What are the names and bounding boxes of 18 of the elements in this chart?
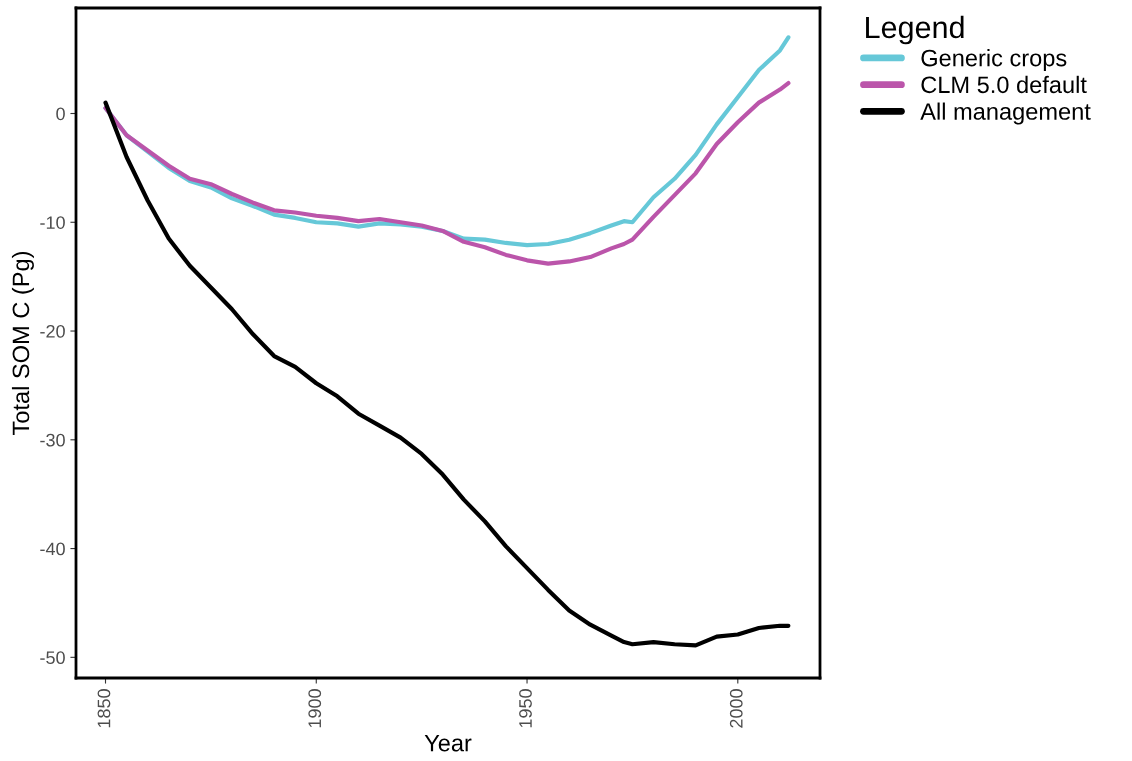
x-tick-label: 1850 xyxy=(97,689,111,728)
line-series xyxy=(103,80,791,266)
legend-label: Generic crops xyxy=(921,49,1067,72)
x-tick-label: 1900 xyxy=(308,689,322,728)
x-tick-label: 2000 xyxy=(729,689,743,728)
legend-label: All management xyxy=(920,102,1091,125)
line-series xyxy=(103,100,791,648)
y-tick-label: -20 xyxy=(40,324,65,338)
y-tick-label: -30 xyxy=(40,433,65,447)
y-tick-label: 0 xyxy=(56,107,65,121)
y-axis-title: Total SOM C (Pg) xyxy=(11,251,34,435)
x-tick-label: 1950 xyxy=(519,689,532,728)
y-tick-label: -50 xyxy=(40,651,65,665)
y-tick-label: -10 xyxy=(40,216,65,229)
x-axis-title: Year xyxy=(424,735,472,752)
legend-title: Legend xyxy=(866,15,964,45)
legend-label: CLM 5.0 default xyxy=(921,75,1087,94)
y-tick-label: -40 xyxy=(40,542,65,556)
